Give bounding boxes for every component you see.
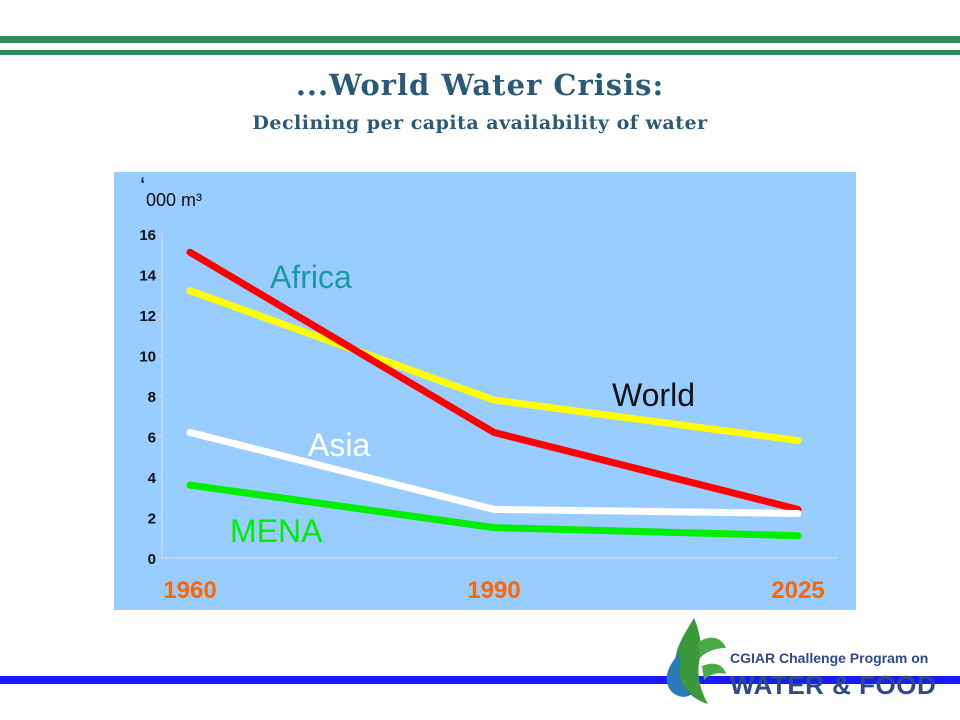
logo-text-line2: WATER & FOOD xyxy=(730,670,937,700)
logo-text-line1: CGIAR Challenge Program on xyxy=(730,650,929,666)
x-tick-label: 1990 xyxy=(467,577,520,604)
y-unit-label: 000 m³ xyxy=(146,190,202,210)
series-line-asia xyxy=(186,428,802,517)
y-tick-label: 6 xyxy=(148,430,156,447)
chart-lines xyxy=(186,248,802,540)
x-tick-label: 2025 xyxy=(771,577,824,604)
chart-panel: 0 2 4 6 8 10 12 14 16 1960 1990 2025 ‘000 m³ Africa W… xyxy=(114,172,856,610)
series-label-mena: MENA xyxy=(230,513,323,549)
y-tick-label: 14 xyxy=(139,268,156,285)
y-tick-label: 12 xyxy=(139,308,156,325)
top-stripe-green-2 xyxy=(0,50,960,55)
line-chart: 0 2 4 6 8 10 12 14 16 1960 1990 2025 ‘ 000 m³ Africa W… xyxy=(139,173,838,604)
cgiar-logo: CGIAR Challenge Program on WATER & FOOD xyxy=(660,612,950,712)
series-line-world xyxy=(186,287,802,445)
series-line-mena xyxy=(186,481,802,540)
chart-axes: 0 2 4 6 8 10 12 14 16 1960 1990 2025 ‘ 000 m³ xyxy=(139,173,838,604)
y-tick-label: 10 xyxy=(139,349,156,366)
y-tick-label: 16 xyxy=(139,227,156,244)
series-label-asia: Asia xyxy=(308,427,370,463)
series-line-africa xyxy=(186,248,802,513)
top-stripe-green-1 xyxy=(0,36,960,43)
y-tick-label: 0 xyxy=(148,551,156,568)
y-tick-label: 8 xyxy=(148,389,156,406)
chart-labels: Africa World Asia MENA xyxy=(230,259,695,549)
y-tick-label: 4 xyxy=(148,470,157,487)
slide-subtitle: Declining per capita availability of wat… xyxy=(252,112,708,134)
y-unit-label-mark: ‘ xyxy=(140,173,145,200)
slide-title: ...World Water Crisis: xyxy=(295,68,665,102)
series-label-africa: Africa xyxy=(270,259,352,295)
y-tick-label: 2 xyxy=(148,511,156,528)
bottom-stripe-blue xyxy=(0,676,960,684)
series-label-world: World xyxy=(612,377,695,413)
water-drop-leaf-icon xyxy=(666,618,726,704)
x-tick-label: 1960 xyxy=(163,577,216,604)
